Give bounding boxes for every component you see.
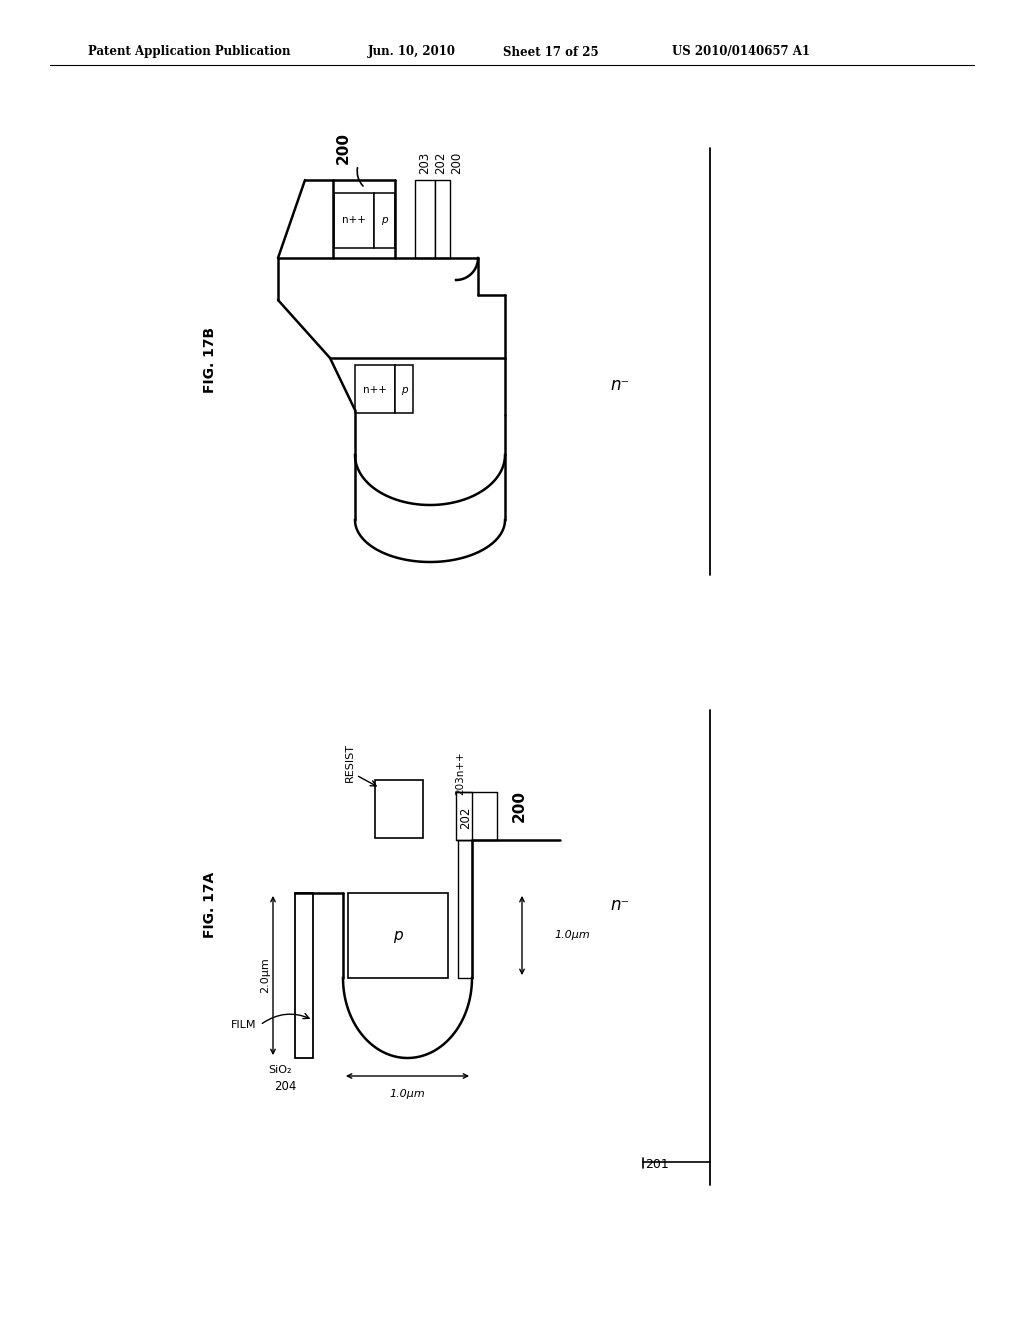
Text: Jun. 10, 2010: Jun. 10, 2010: [368, 45, 456, 58]
Text: 204: 204: [273, 1081, 296, 1093]
Bar: [334, 193, 374, 248]
Text: n++: n++: [364, 385, 387, 395]
Text: 200: 200: [336, 132, 350, 164]
Text: n++: n++: [342, 215, 366, 224]
Text: 200: 200: [512, 789, 526, 822]
Text: 203n++: 203n++: [455, 751, 465, 795]
Bar: [295, 894, 313, 1059]
Text: 1.0μm: 1.0μm: [389, 1089, 425, 1100]
Text: Sheet 17 of 25: Sheet 17 of 25: [503, 45, 599, 58]
Text: 202: 202: [460, 807, 472, 829]
Bar: [458, 840, 472, 978]
Bar: [375, 780, 423, 838]
Text: Patent Application Publication: Patent Application Publication: [88, 45, 291, 58]
Text: RESIST: RESIST: [345, 742, 355, 781]
Text: n⁻: n⁻: [610, 376, 630, 393]
Text: n⁻: n⁻: [610, 896, 630, 913]
Text: 202: 202: [434, 152, 447, 174]
Bar: [456, 792, 472, 840]
Text: 203: 203: [419, 152, 431, 174]
Text: 1.0μm: 1.0μm: [554, 931, 590, 940]
Bar: [395, 366, 413, 413]
Text: FIG. 17A: FIG. 17A: [203, 873, 217, 939]
Bar: [348, 894, 449, 978]
Text: p: p: [381, 215, 387, 224]
Text: p: p: [400, 385, 408, 395]
Text: FILM: FILM: [230, 1020, 256, 1030]
Text: p: p: [393, 928, 402, 942]
Text: SiO₂: SiO₂: [268, 1065, 292, 1074]
Bar: [355, 366, 395, 413]
Text: US 2010/0140657 A1: US 2010/0140657 A1: [672, 45, 810, 58]
Text: 201: 201: [645, 1159, 669, 1172]
Text: FIG. 17B: FIG. 17B: [203, 327, 217, 393]
Bar: [374, 193, 395, 248]
Text: 2.0μm: 2.0μm: [260, 957, 270, 994]
Bar: [415, 180, 435, 257]
Text: 200: 200: [451, 152, 464, 174]
Bar: [435, 180, 450, 257]
